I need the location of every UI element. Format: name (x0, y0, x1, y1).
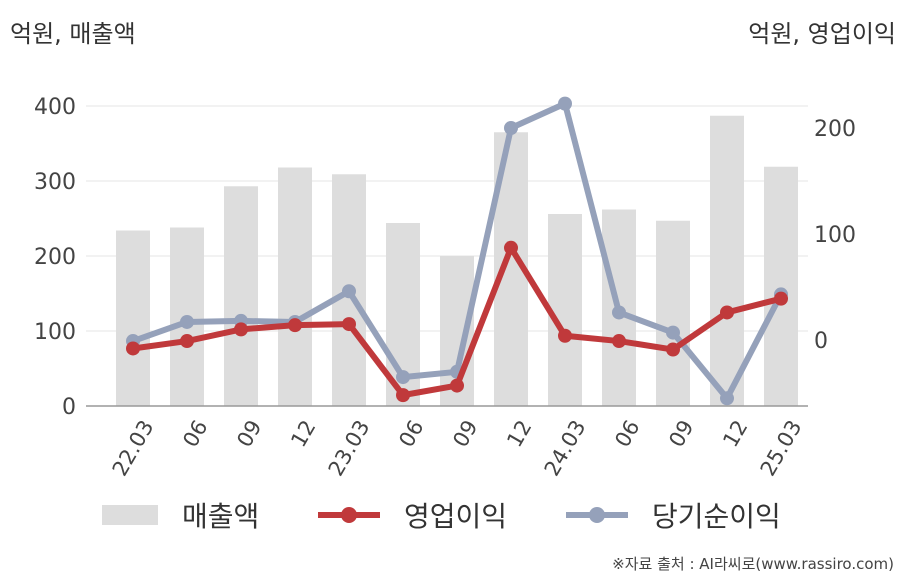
series-point (504, 121, 518, 135)
legend-item-operating-profit: 영업이익 (316, 490, 507, 540)
x-tick-label: 24.03 (540, 416, 591, 480)
revenue-bar (710, 115, 744, 406)
left-tick-label: 200 (34, 245, 76, 270)
legend-bar-swatch (102, 505, 158, 525)
right-tick-label: 0 (814, 329, 828, 354)
series-point (612, 305, 626, 320)
series-point (450, 378, 464, 393)
x-tick-label: 12 (502, 416, 536, 451)
x-tick-label: 09 (664, 416, 698, 451)
left-tick-label: 300 (34, 170, 76, 195)
right-tick-label: 200 (814, 117, 856, 142)
legend-item-net-income: 당기순이익 (564, 490, 781, 540)
series-point (342, 284, 356, 299)
revenue-bars (116, 115, 798, 406)
series-point (774, 291, 788, 306)
legend-label-operating-profit: 영업이익 (404, 500, 508, 533)
right-axis-unit-label: 억원, 영업이익 (748, 20, 896, 48)
x-tick-label: 09 (448, 416, 482, 451)
legend-label-net-income: 당기순이익 (652, 500, 781, 533)
left-tick-label: 400 (34, 95, 76, 120)
revenue-bar (548, 214, 582, 406)
series-point (558, 328, 572, 343)
revenue-bar (278, 167, 312, 406)
x-tick-label: 23.03 (324, 416, 375, 480)
series-point (558, 96, 572, 111)
x-tick-label: 12 (286, 416, 320, 451)
legend-line-swatch-operating-profit (318, 507, 380, 523)
series-point (234, 322, 248, 337)
series-point (666, 342, 680, 357)
left-axis-unit-label: 억원, 매출액 (10, 20, 136, 48)
legend-line-swatch-net-income (566, 507, 628, 523)
series-point (720, 391, 734, 406)
profit-lines (126, 96, 788, 406)
series-point (396, 388, 410, 403)
legend-label-revenue: 매출액 (182, 500, 260, 533)
left-tick-label: 100 (34, 320, 76, 345)
revenue-bar (116, 230, 150, 406)
x-tick-label: 12 (718, 416, 752, 451)
legend: 매출액 영업이익 당기순이익 (0, 490, 908, 540)
left-tick-label: 0 (62, 395, 76, 420)
source-credit: ※자료 출처 : AI라씨로(www.rassiro.com) (612, 555, 894, 573)
x-tick-label: 22.03 (108, 416, 159, 480)
x-tick-label: 06 (610, 416, 644, 451)
series-point (504, 240, 518, 255)
legend-item-revenue: 매출액 (100, 490, 259, 540)
x-tick-label: 25.03 (756, 416, 807, 480)
series-point (126, 341, 140, 356)
series-point (720, 305, 734, 320)
series-point (666, 325, 680, 340)
series-point (342, 317, 356, 332)
series-point (288, 318, 302, 333)
x-tick-label: 09 (232, 416, 266, 451)
series-point (396, 370, 410, 385)
x-tick-label: 06 (394, 416, 428, 451)
series-point (180, 314, 194, 329)
revenue-bar (656, 220, 690, 406)
series-point (612, 334, 626, 349)
revenue-bar (224, 186, 258, 406)
x-tick-label: 06 (178, 416, 212, 451)
series-point (180, 334, 194, 349)
revenue-bar (764, 166, 798, 406)
right-tick-label: 100 (814, 223, 856, 248)
